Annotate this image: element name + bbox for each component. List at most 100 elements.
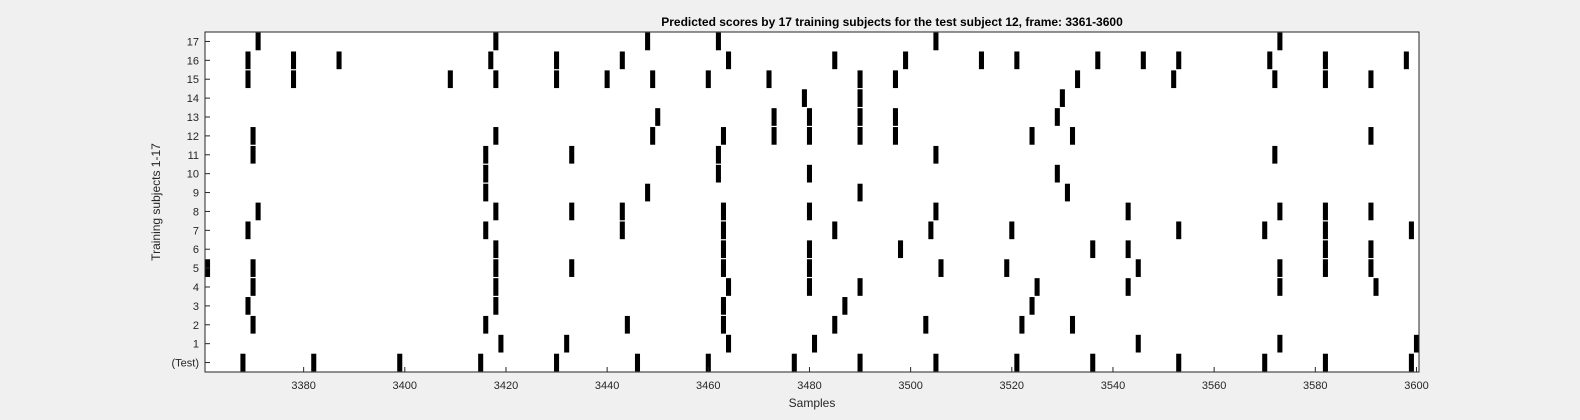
- score-mark: [493, 70, 499, 89]
- score-mark: [447, 70, 453, 89]
- score-mark: [1368, 259, 1374, 277]
- score-mark: [720, 127, 727, 145]
- score-mark: [650, 70, 656, 89]
- x-tick-label: 3400: [393, 380, 417, 392]
- y-axis-label: Training subjects 1-17: [149, 143, 163, 261]
- score-mark: [791, 353, 797, 372]
- score-mark: [771, 127, 777, 145]
- score-mark: [478, 353, 484, 372]
- score-mark: [336, 51, 342, 70]
- x-tick-label: 3420: [494, 380, 518, 392]
- score-mark: [1171, 70, 1177, 89]
- y-tick-label: 4: [193, 282, 199, 294]
- score-mark: [857, 108, 863, 126]
- score-mark: [1267, 51, 1273, 70]
- score-mark: [245, 221, 251, 240]
- score-mark: [483, 145, 489, 164]
- x-tick-label: 3560: [1202, 380, 1226, 392]
- score-mark: [771, 108, 777, 126]
- score-mark: [619, 221, 625, 240]
- x-tick-label: 3580: [1303, 380, 1327, 392]
- y-tick-label: 2: [193, 320, 199, 332]
- score-mark: [245, 297, 251, 315]
- score-mark: [938, 259, 944, 277]
- score-mark: [806, 127, 812, 145]
- score-mark: [493, 202, 499, 221]
- score-mark: [806, 108, 812, 126]
- score-mark: [645, 183, 651, 202]
- score-mark: [832, 221, 838, 240]
- score-mark: [1368, 70, 1374, 89]
- score-mark: [493, 278, 499, 296]
- score-mark: [857, 127, 863, 145]
- score-mark: [483, 315, 489, 334]
- score-mark: [928, 221, 934, 240]
- score-mark: [720, 297, 727, 315]
- y-tick-label: 15: [187, 74, 199, 86]
- score-mark: [488, 51, 494, 70]
- score-mark: [1014, 353, 1020, 372]
- score-mark: [255, 32, 261, 51]
- score-mark: [564, 334, 570, 353]
- score-mark: [250, 145, 256, 164]
- score-mark: [726, 278, 732, 296]
- score-mark: [857, 89, 863, 107]
- score-mark: [650, 127, 656, 145]
- score-mark: [1125, 202, 1131, 221]
- y-tick-label: 11: [188, 150, 199, 162]
- score-mark: [1090, 240, 1096, 259]
- x-tick-label: 3500: [898, 380, 922, 392]
- y-tick-label: 14: [187, 93, 199, 105]
- x-tick-label: 3540: [1101, 380, 1125, 392]
- score-mark: [569, 202, 575, 221]
- score-mark: [892, 127, 898, 145]
- score-mark: [1176, 221, 1182, 240]
- score-mark: [397, 353, 403, 372]
- score-mark: [806, 259, 812, 277]
- y-tick-label: 1: [193, 339, 199, 351]
- score-mark: [857, 353, 863, 372]
- score-mark: [493, 259, 499, 277]
- score-mark: [1069, 127, 1076, 145]
- score-mark: [857, 183, 863, 202]
- score-mark: [250, 315, 256, 334]
- score-mark: [1262, 353, 1268, 372]
- score-mark: [715, 32, 721, 51]
- score-mark: [1403, 51, 1409, 70]
- score-mark: [857, 70, 863, 89]
- score-mark: [1059, 89, 1065, 107]
- score-mark: [619, 202, 625, 221]
- score-mark: [604, 70, 610, 89]
- score-mark: [1373, 278, 1379, 296]
- score-mark: [720, 259, 727, 277]
- score-mark: [1368, 127, 1374, 145]
- x-tick-label: 3460: [696, 380, 720, 392]
- score-mark: [1322, 51, 1328, 70]
- score-mark: [933, 32, 939, 51]
- y-tick-label: 9: [193, 188, 199, 200]
- score-mark: [1277, 259, 1283, 277]
- score-mark: [493, 127, 499, 145]
- score-mark: [933, 202, 939, 221]
- score-mark: [1140, 51, 1146, 70]
- score-mark: [493, 240, 499, 259]
- score-mark: [1029, 297, 1035, 315]
- x-tick-label: 3480: [797, 380, 821, 392]
- score-mark: [255, 202, 261, 221]
- score-mark: [1135, 259, 1141, 277]
- x-axis: 3380 3400 3420 3440 3460 3480 3500 3520 3540 3560…: [291, 367, 1429, 392]
- score-mark: [720, 221, 727, 240]
- score-mark: [1277, 334, 1283, 353]
- score-mark: [245, 51, 251, 70]
- score-mark: [903, 51, 909, 70]
- y-tick-label: 6: [193, 244, 199, 256]
- score-mark: [857, 278, 863, 296]
- score-mark: [483, 164, 489, 183]
- score-mark: [250, 127, 256, 145]
- score-mark: [1322, 70, 1328, 89]
- score-mark: [1322, 259, 1328, 277]
- score-mark: [726, 51, 732, 70]
- score-mark: [1277, 32, 1283, 51]
- score-mark: [812, 334, 818, 353]
